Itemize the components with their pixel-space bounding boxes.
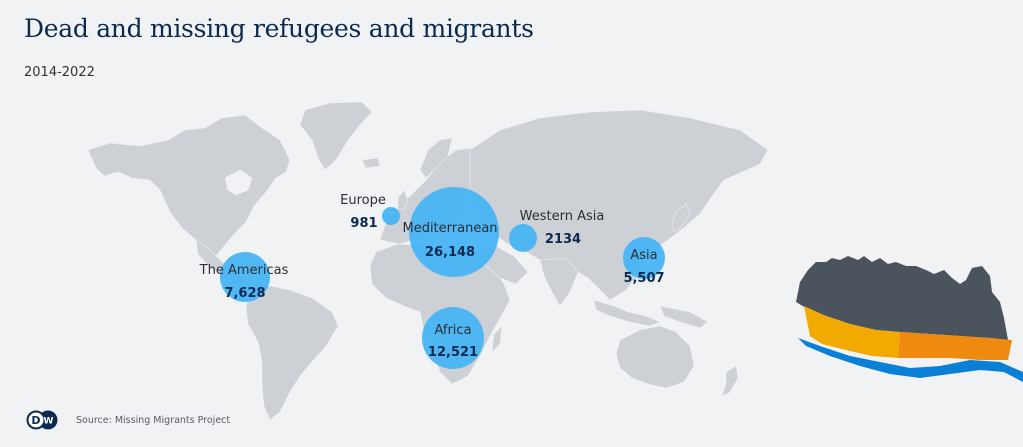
label-mediterranean: Mediterranean [402, 221, 498, 236]
label-asia: Asia [630, 248, 658, 263]
boat-hull-right [898, 332, 1012, 360]
label-europe: Europe [340, 193, 386, 208]
svg-text:D: D [31, 414, 40, 427]
value-europe: 981 [350, 216, 378, 231]
value-the-americas: 7,628 [224, 286, 266, 301]
source-note: Source: Missing Migrants Project [76, 414, 231, 426]
value-africa: 12,521 [427, 345, 479, 360]
footer: D W Source: Missing Migrants Project [26, 410, 230, 430]
date-range-subtitle: 2014-2022 [24, 65, 95, 80]
bubble-western-asia [509, 224, 537, 252]
bubble-europe [382, 207, 400, 225]
bubble-mediterranean [409, 187, 499, 277]
boat-illustration [796, 256, 1023, 382]
dw-logo-icon: D W [26, 410, 58, 430]
bubbles [220, 187, 665, 369]
page-title: Dead and missing refugees and migrants [24, 14, 534, 43]
label-africa: Africa [434, 323, 472, 338]
bubble-the-americas [220, 252, 270, 302]
boat-hull-left [804, 306, 900, 358]
bubble-asia [623, 237, 665, 279]
boat-people-silhouette [796, 256, 1008, 340]
value-western-asia: 2134 [544, 232, 582, 247]
value-asia: 5,507 [623, 271, 665, 286]
water-wave [798, 338, 1023, 382]
label-the-americas: The Americas [199, 263, 289, 278]
bubble-africa [422, 307, 484, 369]
svg-text:W: W [44, 417, 54, 427]
label-western-asia: Western Asia [519, 209, 605, 224]
value-mediterranean: 26,148 [424, 245, 476, 260]
